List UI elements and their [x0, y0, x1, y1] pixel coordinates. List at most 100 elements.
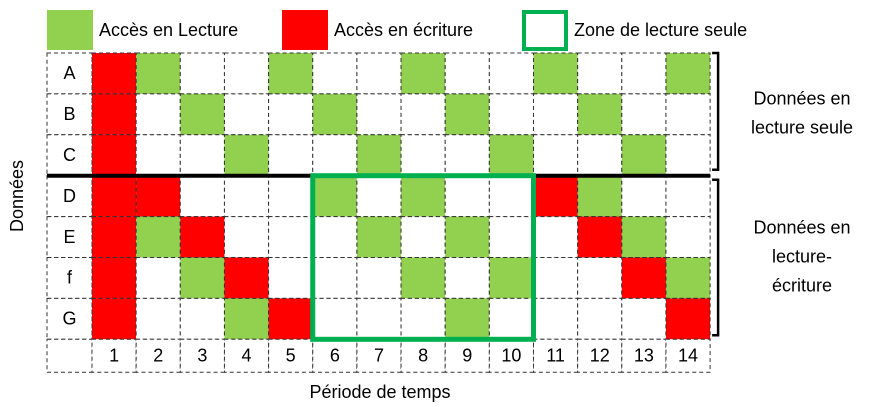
row-label-cell: [46, 93, 93, 136]
cell: [268, 134, 314, 177]
cell: [179, 257, 225, 299]
cell: [577, 175, 623, 218]
cell: [312, 93, 358, 136]
cell: [268, 257, 314, 299]
cell: [135, 52, 181, 95]
cell: [356, 257, 402, 299]
column-cell: [91, 338, 137, 373]
cell: [665, 52, 711, 95]
cell: [400, 52, 446, 95]
cell: [665, 134, 711, 177]
cell: [400, 257, 446, 299]
column-cell: [312, 338, 358, 373]
cell: [400, 93, 446, 136]
cell: [223, 257, 270, 299]
cell: [444, 134, 490, 177]
legend-label: Accès en Lecture: [99, 20, 238, 40]
cell: [621, 257, 667, 299]
cell: [91, 297, 137, 340]
cell: [135, 134, 181, 177]
column-cell: [621, 338, 667, 373]
group-label: écriture: [772, 275, 832, 295]
legend-swatch: [282, 10, 328, 50]
cell: [621, 134, 667, 177]
cell: [223, 93, 270, 136]
x-label: Période de temps: [309, 382, 450, 402]
cell: [444, 216, 490, 259]
cell: [356, 134, 402, 177]
group-label: lecture-: [772, 246, 832, 266]
row-label: E: [63, 227, 75, 247]
cell: [223, 134, 270, 177]
column-label: 8: [418, 346, 428, 366]
cell: [356, 52, 402, 95]
cell: [665, 175, 711, 218]
group-label: Données en: [753, 89, 850, 109]
legend-label: Zone de lecture seule: [574, 20, 747, 40]
column-cell: [179, 338, 225, 373]
cell: [488, 134, 535, 177]
cell: [577, 297, 623, 340]
column-cell: [135, 338, 181, 373]
column-cell: [400, 338, 446, 373]
cell: [533, 93, 579, 136]
cell: [621, 52, 667, 95]
column-label: 3: [197, 346, 207, 366]
legend-swatch: [522, 10, 568, 51]
cell: [179, 93, 225, 136]
cell: [533, 175, 579, 218]
cell: [356, 93, 402, 136]
cell: [268, 93, 314, 136]
cell: [312, 216, 358, 259]
cell: [444, 257, 490, 299]
row-label: C: [63, 145, 76, 165]
cell: [91, 93, 137, 136]
cell: [268, 297, 314, 340]
cell: [91, 52, 137, 95]
cell: [533, 52, 579, 95]
cell: [621, 297, 667, 340]
cell: [135, 93, 181, 136]
cell: [488, 257, 535, 299]
group-label: lecture seule: [751, 118, 853, 138]
column-cell: [268, 338, 314, 373]
row-label: B: [63, 104, 75, 124]
column-label: 14: [678, 346, 698, 366]
cell: [665, 257, 711, 299]
cell: [223, 297, 270, 340]
cell: [91, 216, 137, 259]
cell: [621, 93, 667, 136]
cell: [223, 216, 270, 259]
cell: [444, 52, 490, 95]
row-label: D: [63, 186, 76, 206]
y-label: Données: [7, 160, 27, 232]
cell: [665, 216, 711, 259]
row-label: A: [63, 63, 75, 83]
cell: [488, 93, 535, 136]
cell: [665, 297, 711, 340]
column-cell: [488, 338, 535, 373]
cell: [533, 134, 579, 177]
cell: [400, 297, 446, 340]
cell: [488, 216, 535, 259]
cell: [400, 175, 446, 218]
read-only-zone: [310, 173, 536, 342]
row-label: f: [67, 268, 73, 288]
legend-swatch: [47, 10, 93, 50]
cell: [444, 93, 490, 136]
brace: [712, 178, 720, 337]
column-label: 2: [153, 346, 163, 366]
row-label-cell: [46, 297, 93, 340]
cell: [444, 297, 490, 340]
column-cell: [577, 338, 623, 373]
column-cell: [665, 338, 711, 373]
cell: [135, 216, 181, 259]
column-label: 13: [634, 346, 654, 366]
cell: [91, 175, 137, 218]
column-cell: [223, 338, 270, 373]
cell: [268, 216, 314, 259]
cell: [356, 297, 402, 340]
cell: [268, 52, 314, 95]
cell: [268, 175, 314, 218]
